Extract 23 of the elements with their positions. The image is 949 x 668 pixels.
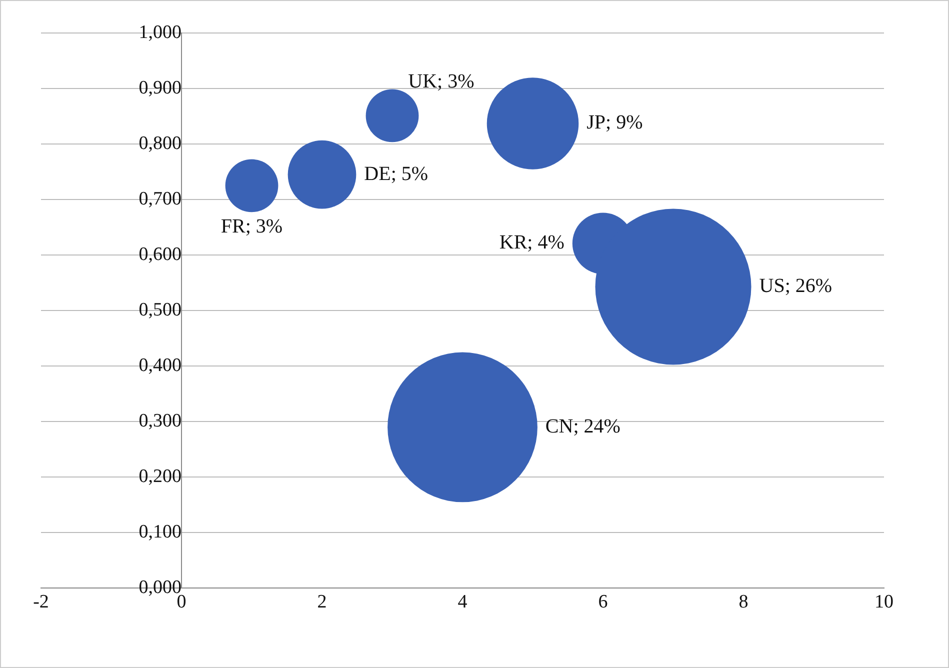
annotation: JP; 9% xyxy=(586,112,643,134)
y-tick-label: 0,600 xyxy=(138,244,182,266)
y-tick-label: 0,300 xyxy=(138,410,182,432)
y-tick-label: 0,800 xyxy=(138,133,182,154)
x-tick-label: 6 xyxy=(598,592,608,613)
x-tick-label: 4 xyxy=(458,592,468,613)
annotation: FR; 3% xyxy=(220,215,283,238)
annotation: US; 26% xyxy=(759,274,832,297)
annotation: UK; 3% xyxy=(408,70,474,93)
y-tick-label: 0,900 xyxy=(138,78,182,99)
y-tick-label: 0,100 xyxy=(138,522,182,543)
y-tick-label: 0,700 xyxy=(138,188,182,210)
y-tick-label: 0,400 xyxy=(138,355,182,376)
y-tick-label: 0,500 xyxy=(138,300,182,321)
annotation: CN; 24% xyxy=(545,415,620,438)
annotation: DE; 5% xyxy=(364,162,428,185)
x-tick-label: -2 xyxy=(33,592,49,613)
x-tick-label: 8 xyxy=(738,592,748,613)
y-tick-label: 0,200 xyxy=(138,466,182,488)
y-tick-label: 1,000 xyxy=(138,22,182,43)
x-tick-label: 2 xyxy=(317,592,327,613)
annotation: KR; 4% xyxy=(499,232,564,254)
x-tick-label: 10 xyxy=(874,592,894,613)
